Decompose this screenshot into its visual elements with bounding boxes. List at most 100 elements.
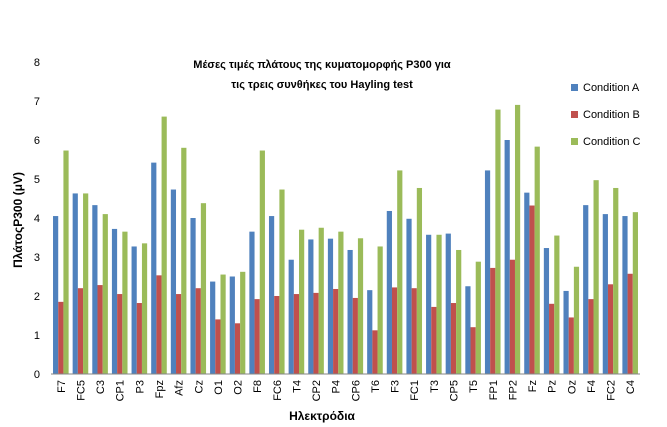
bar-FC5-condition-a	[72, 193, 78, 374]
bar-Afz-condition-c	[181, 147, 187, 374]
bar-CP6-condition-a	[347, 249, 353, 374]
bar-FP1-condition-c	[495, 109, 501, 374]
x-tick-label-CP6: CP6	[350, 380, 362, 401]
x-tick-label-T3: T3	[429, 380, 441, 393]
y-tick-label: 1	[34, 330, 40, 342]
legend-label-condition-c: Condition C	[583, 136, 641, 148]
bar-CP5-condition-a	[445, 233, 451, 374]
legend-label-condition-b: Condition B	[583, 109, 640, 121]
x-tick-label-CP1: CP1	[115, 380, 127, 401]
legend: Condition A Condition B Condition C	[571, 82, 641, 148]
bar-CP2-condition-b	[313, 292, 319, 374]
bar-CP2-condition-c	[318, 227, 324, 374]
bar-C4-condition-c	[632, 212, 638, 374]
x-tick-label-CP5: CP5	[448, 380, 460, 401]
bar-Fz-condition-a	[524, 192, 530, 374]
bar-FP1-condition-b	[490, 267, 496, 374]
x-tick-label-P3: P3	[134, 380, 146, 393]
y-tick-label: 2	[34, 291, 40, 303]
bar-FP2-condition-b	[509, 259, 515, 374]
bar-FP2-condition-a	[504, 140, 510, 374]
y-tick-label: 4	[34, 213, 40, 225]
bar-T5-condition-b	[470, 327, 476, 374]
bar-C3-condition-a	[92, 205, 98, 374]
bar-O2-condition-c	[240, 271, 246, 374]
bar-Cz-condition-b	[195, 288, 201, 374]
bar-FC1-condition-b	[411, 288, 417, 374]
x-tick-label-C3: C3	[95, 380, 107, 394]
bar-FC2-condition-b	[607, 284, 614, 374]
bar-Pz-condition-b	[549, 303, 555, 374]
bar-FC5-condition-b	[77, 288, 84, 374]
bar-C4-condition-b	[627, 273, 633, 374]
bar-O1-condition-a	[210, 281, 216, 374]
y-tick-label: 6	[34, 135, 40, 147]
x-tick-label-F3: F3	[390, 380, 402, 393]
x-tick-label-FC2: FC2	[606, 380, 618, 401]
bar-O1-condition-c	[220, 274, 226, 374]
bar-P3-condition-a	[131, 246, 137, 374]
bar-P4-condition-a	[327, 238, 334, 374]
bar-CP5-condition-c	[456, 249, 462, 374]
bar-O2-condition-b	[234, 323, 241, 374]
bar-FC1-condition-c	[416, 187, 423, 374]
bar-Fz-condition-b	[529, 205, 535, 374]
y-axis-title: ΠλάτοςP300 (μV)	[11, 172, 25, 268]
bar-F8-condition-c	[259, 150, 265, 374]
x-tick-label-Pz: Pz	[547, 380, 559, 393]
bar-T3-condition-b	[431, 306, 437, 374]
bar-P4-condition-b	[333, 288, 339, 374]
x-axis-ticks: F7 FC5 C3 CP1 P3 Fpz Afz Cz O1 O2 F8 FC6 T4 CP2 P4 CP6 T…	[56, 380, 637, 401]
bar-O2-condition-a	[229, 276, 235, 374]
bar-Oz-condition-a	[563, 290, 569, 374]
bar-Fpz-condition-c	[161, 116, 167, 374]
bar-FC1-condition-a	[406, 218, 412, 374]
x-tick-label-O1: O1	[213, 380, 225, 395]
bar-T5-condition-a	[465, 286, 471, 374]
x-tick-label-C4: C4	[625, 380, 637, 394]
bar-F3-condition-a	[386, 210, 392, 374]
legend-swatch-condition-c	[571, 138, 578, 145]
x-tick-label-T4: T4	[291, 380, 303, 393]
bar-P3-condition-c	[141, 243, 148, 374]
bar-T4-condition-a	[288, 259, 294, 374]
bar-F8-condition-b	[254, 299, 260, 374]
bar-C3-condition-b	[97, 285, 103, 374]
bar-T6-condition-b	[372, 330, 378, 374]
chart-title-line-2: τις τρεις συνθήκες του Hayling test	[231, 79, 413, 91]
x-tick-label-F8: F8	[252, 380, 264, 393]
y-tick-label: 3	[34, 252, 40, 264]
y-tick-label: 5	[34, 174, 40, 186]
x-tick-label-T6: T6	[370, 380, 382, 393]
x-tick-label-F7: F7	[56, 380, 68, 393]
x-tick-label-O2: O2	[233, 380, 245, 395]
bar-FC6-condition-c	[279, 189, 285, 374]
y-tick-label: 0	[34, 369, 40, 381]
bar-FC5-condition-c	[83, 193, 89, 374]
x-tick-label-FP2: FP2	[507, 380, 519, 400]
bar-FC6-condition-a	[268, 216, 275, 374]
bar-T6-condition-a	[367, 290, 373, 374]
y-tick-label: 7	[34, 96, 40, 108]
x-tick-label-P4: P4	[331, 380, 343, 393]
x-tick-label-FC6: FC6	[272, 380, 284, 401]
bar-Pz-condition-c	[554, 235, 560, 374]
bar-Afz-condition-b	[176, 294, 182, 374]
bar-T5-condition-c	[475, 261, 481, 374]
bar-Fz-condition-c	[534, 146, 540, 374]
bar-T3-condition-a	[426, 234, 432, 374]
bar-CP2-condition-a	[308, 239, 314, 374]
bar-FC2-condition-a	[602, 214, 608, 374]
x-tick-label-CP2: CP2	[311, 380, 323, 401]
bar-Cz-condition-a	[190, 218, 196, 374]
bar-FP1-condition-a	[484, 170, 491, 374]
x-tick-label-Oz: Oz	[566, 380, 578, 394]
bar-FC6-condition-b	[274, 296, 280, 374]
x-tick-label-Fpz: Fpz	[154, 380, 166, 398]
bars	[53, 104, 638, 375]
x-tick-label-F4: F4	[586, 380, 598, 393]
y-tick-label: 8	[34, 57, 40, 69]
x-tick-label-Afz: Afz	[174, 380, 186, 396]
bar-F8-condition-a	[249, 231, 255, 374]
